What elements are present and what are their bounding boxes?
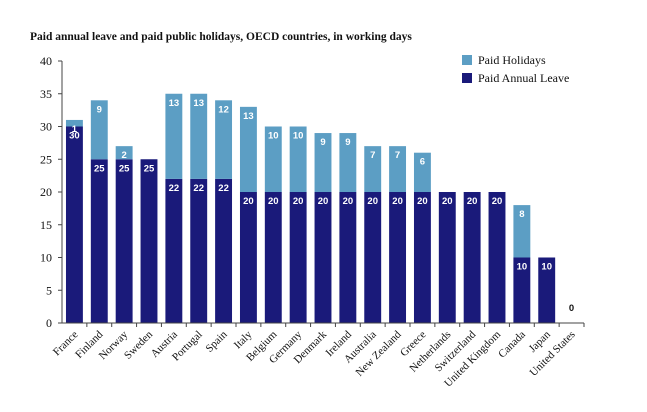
bar-annual-leave [463,192,481,323]
bar-label-annual-leave: 20 [343,196,354,207]
bar-label-paid-holidays: 7 [370,150,375,161]
bar-label-paid-holidays: 2 [121,150,126,161]
bar-paid-holidays [264,126,282,192]
bar-paid-holidays [65,119,83,127]
bar-label-paid-holidays: 9 [320,137,325,148]
bar-label-annual-leave: 22 [218,183,229,194]
bar-annual-leave [413,192,431,323]
bar-paid-holidays [115,146,133,160]
y-axis: 0 5 10 15 20 25 30 35 40 [40,54,63,330]
bar-label-annual-leave: 20 [367,196,378,207]
bar-label-paid-holidays: 10 [268,131,279,142]
bar-annual-leave [165,178,183,323]
x-category-label: Spain [203,328,230,355]
bar-annual-leave [314,192,332,323]
bar-annual-leave [215,178,233,323]
bar-paid-holidays [513,205,531,258]
y-tick-label: 40 [40,54,52,68]
bar-label-paid-holidays: 9 [345,137,350,148]
bar-paid-holidays [190,93,208,179]
bar-label-annual-leave: 20 [293,196,304,207]
bar-label-annual-leave: 20 [417,196,428,207]
bar-label-annual-leave: 22 [193,183,204,194]
bar-annual-leave [115,159,133,323]
bar-annual-leave [538,257,556,323]
y-tick-label: 30 [40,120,52,134]
bar-annual-leave [264,192,282,323]
x-category-label: Canada [496,329,528,361]
x-category-label: Sweden [122,328,155,361]
bar-label-annual-leave: 30 [69,131,80,142]
bar-label-annual-leave: 25 [94,163,105,174]
bar-label-zero: 0 [569,303,574,314]
bar-paid-holidays [90,100,108,160]
bar-annual-leave [65,126,83,323]
bar-label-annual-leave: 25 [144,163,155,174]
bar-annual-leave [239,192,257,323]
bar-paid-holidays [413,152,431,192]
y-tick-label: 5 [46,283,52,297]
y-tick-label: 25 [40,152,52,166]
legend-paid-holidays-label: Paid Holidays [478,53,546,67]
bar-annual-leave [140,159,158,323]
bar-annual-leave [339,192,357,323]
bar-annual-leave [389,192,407,323]
legend-paid-annual-leave-label: Paid Annual Leave [478,71,569,85]
legend-paid-holidays-swatch [462,55,472,65]
bar-annual-leave [90,159,108,323]
bar-paid-holidays [389,146,407,192]
bar-label-paid-holidays: 8 [519,209,524,220]
bar-paid-holidays [364,146,382,192]
bar-annual-leave [513,257,531,323]
bar-paid-holidays [215,100,233,179]
bar-annual-leave [289,192,307,323]
chart-title: Paid annual leave and paid public holida… [30,31,412,43]
y-tick-label: 15 [40,218,52,232]
bar-paid-holidays [339,133,357,192]
y-tick-label: 35 [40,87,52,101]
bar-label-paid-holidays: 6 [420,157,425,168]
x-axis: FranceFinlandNorwaySwedenAustriaPortugal… [51,322,585,390]
bar-annual-leave [438,192,456,323]
y-tick-label: 20 [40,185,52,199]
bar-paid-holidays [314,133,332,192]
legend: Paid Holidays Paid Annual Leave [462,53,569,85]
bar-annual-leave [364,192,382,323]
bar-label-paid-holidays: 10 [293,131,304,142]
bar-label-paid-holidays: 9 [97,104,102,115]
bar-paid-holidays [239,106,257,192]
y-tick-label: 0 [46,316,52,330]
bar-label-paid-holidays: 13 [193,98,204,109]
bar-label-paid-holidays: 13 [169,98,180,109]
y-tick-label: 10 [40,251,52,265]
bar-label-annual-leave: 10 [517,262,528,273]
bar-label-paid-holidays: 13 [243,111,254,122]
bar-label-annual-leave: 20 [268,196,279,207]
bar-paid-holidays [289,126,307,192]
bar-label-annual-leave: 20 [318,196,329,207]
bar-label-annual-leave: 20 [467,196,478,207]
bar-annual-leave [190,178,208,323]
bar-label-annual-leave: 20 [392,196,403,207]
bar-label-paid-holidays: 1 [72,124,78,135]
bar-annual-leave [488,192,506,323]
bar-label-annual-leave: 25 [119,163,130,174]
bars: 301 25 9 25 2 25 22 13 22 13 22 12 20 13 20 10 20 10 20 9 20… [65,93,574,323]
bar-label-annual-leave: 20 [243,196,254,207]
bar-label-paid-holidays: 12 [218,104,229,115]
bar-label-paid-holidays: 7 [395,150,400,161]
bar-paid-holidays [165,93,183,179]
bar-label-annual-leave: 20 [442,196,453,207]
bar-label-annual-leave: 22 [169,183,180,194]
bar-label-annual-leave: 20 [492,196,503,207]
legend-paid-annual-leave-swatch [462,73,472,83]
bar-label-annual-leave: 10 [541,262,552,273]
